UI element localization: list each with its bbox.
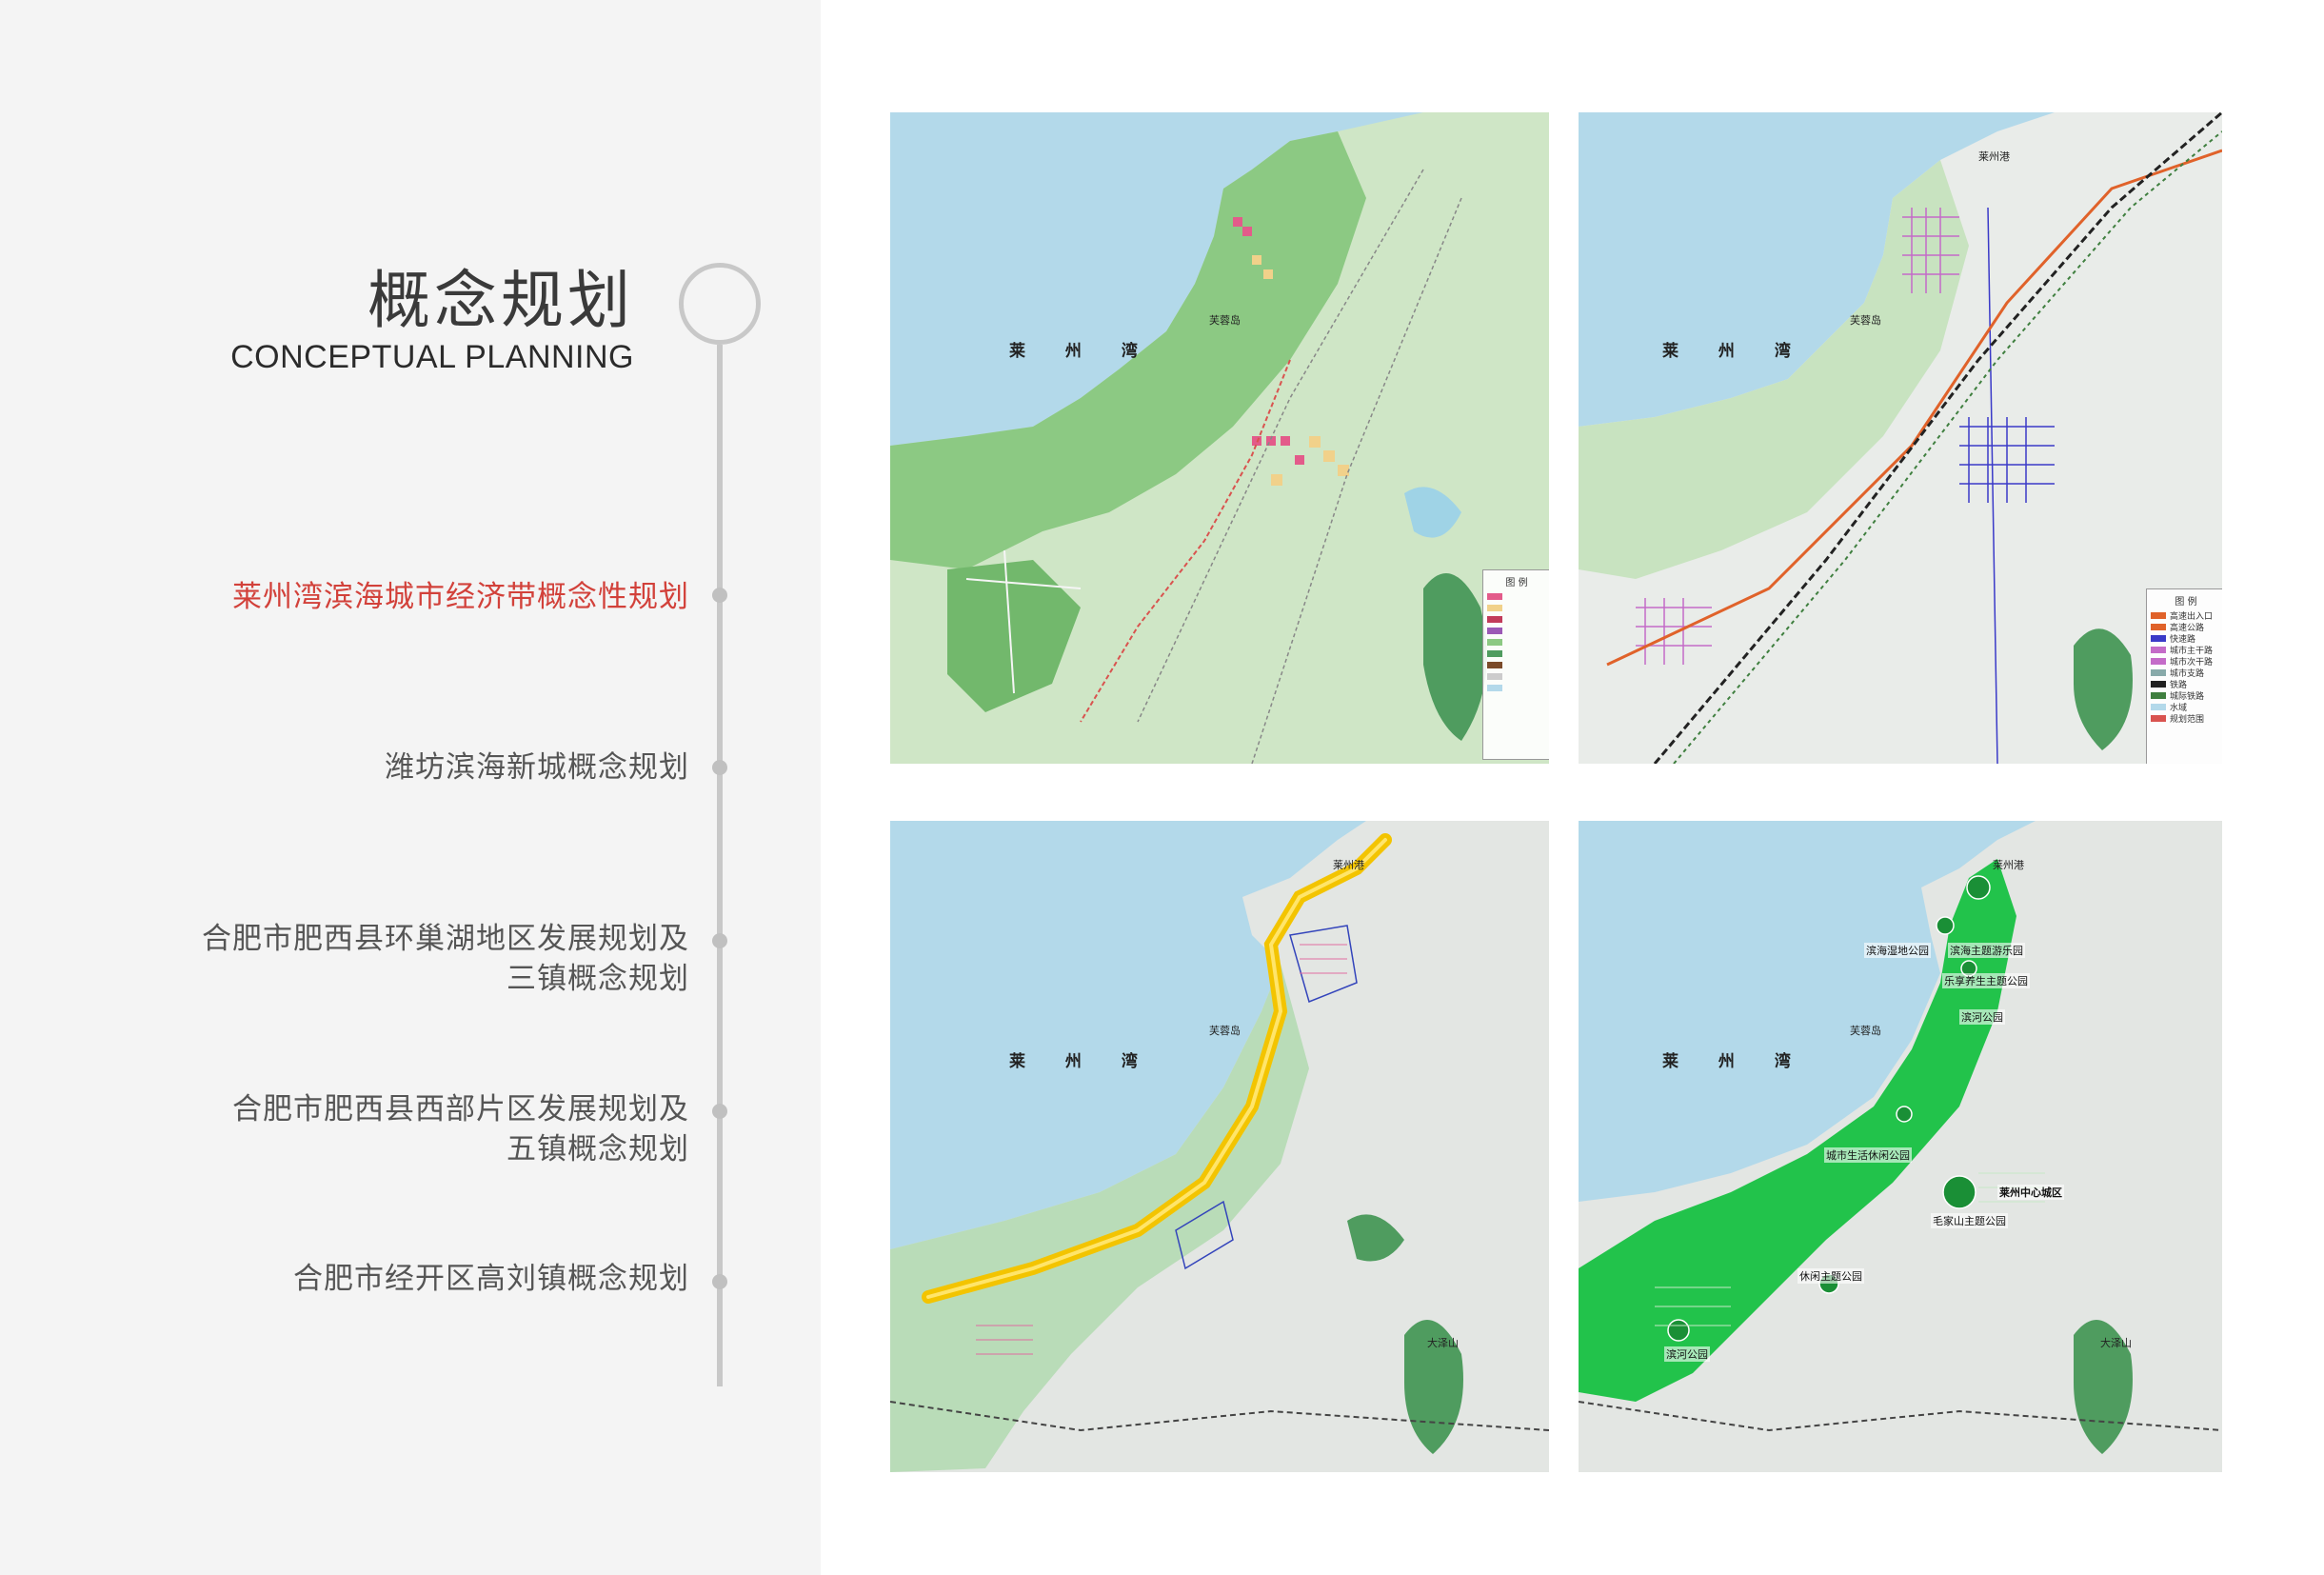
page-title: 概念规划 <box>367 264 634 337</box>
park-label: 毛家山主题公园 <box>1931 1213 2008 1228</box>
island-label: 芙蓉岛 <box>1850 1025 1881 1037</box>
timeline-dot <box>712 760 727 775</box>
map-traffic[interactable]: 莱 州 湾 芙蓉岛 莱州港 图 例 高速出入口 高速公路 快速路 城市主干路 城… <box>1579 112 2222 764</box>
nav-item-feixi-west[interactable]: 合肥市肥西县西部片区发展规划及 五镇概念规划 <box>232 1092 689 1166</box>
map-land-use[interactable]: 莱 州 湾 芙蓉岛 图 例 <box>890 112 1549 764</box>
timeline-circle-icon <box>679 263 761 345</box>
park-label: 乐享养生主题公园 <box>1942 973 2030 988</box>
island-label: 芙蓉岛 <box>1209 1025 1241 1037</box>
timeline-dot <box>712 1274 727 1289</box>
bay-label: 莱 州 湾 <box>1009 342 1155 361</box>
park-label: 城市生活休闲公园 <box>1824 1147 1912 1163</box>
sidebar: 概念规划 CONCEPTUAL PLANNING 莱州湾滨海城市经济带概念性规划… <box>0 0 821 1575</box>
parks-map-graphic <box>1579 821 2222 1472</box>
timeline-dot <box>712 933 727 948</box>
mountain-label: 大泽山 <box>1427 1337 1459 1349</box>
island-label: 芙蓉岛 <box>1209 314 1241 327</box>
port-label: 莱州港 <box>1333 859 1364 871</box>
island-label: 芙蓉岛 <box>1850 314 1881 327</box>
map-parks[interactable]: 莱 州 湾 芙蓉岛 莱州港 滨海湿地公园 滨海主题游乐园 乐享养生主题公园 滨河… <box>1579 821 2222 1472</box>
park-label: 滨河公园 <box>1959 1009 2005 1025</box>
park-label: 滨海主题游乐园 <box>1948 943 2025 958</box>
bay-label: 莱 州 湾 <box>1009 1052 1155 1071</box>
timeline-dot <box>712 588 727 603</box>
coastline-map-graphic <box>890 821 1549 1472</box>
nav-item-weifang[interactable]: 潍坊滨海新城概念规划 <box>385 750 689 785</box>
nav-item-chaohu[interactable]: 合肥市肥西县环巢湖地区发展规划及 三镇概念规划 <box>202 922 689 996</box>
land-use-legend: 图 例 <box>1482 569 1549 760</box>
park-label: 莱州中心城区 <box>1997 1185 2064 1200</box>
park-label: 滨海湿地公园 <box>1864 943 1931 958</box>
map-coastline[interactable]: 莱 州 湾 芙蓉岛 莱州港 大泽山 <box>890 821 1549 1472</box>
page-subtitle: CONCEPTUAL PLANNING <box>230 339 634 375</box>
park-label: 休闲主题公园 <box>1798 1268 1864 1284</box>
port-label: 莱州港 <box>1978 150 2010 163</box>
nav-item-laizhou-bay[interactable]: 莱州湾滨海城市经济带概念性规划 <box>232 580 689 614</box>
port-label: 莱州港 <box>1993 859 2024 871</box>
timeline-line <box>717 345 723 1386</box>
land-use-map-graphic <box>890 112 1549 764</box>
traffic-legend: 图 例 高速出入口 高速公路 快速路 城市主干路 城市次干路 城市支路 铁路 城… <box>2146 588 2222 764</box>
traffic-map-graphic <box>1579 112 2222 764</box>
park-label: 滨河公园 <box>1664 1346 1710 1362</box>
mountain-label: 大泽山 <box>2100 1337 2132 1349</box>
bay-label: 莱 州 湾 <box>1662 1052 1808 1071</box>
nav-item-gaoliu[interactable]: 合肥市经开区高刘镇概念规划 <box>293 1262 689 1296</box>
timeline-dot <box>712 1104 727 1119</box>
bay-label: 莱 州 湾 <box>1662 342 1808 361</box>
